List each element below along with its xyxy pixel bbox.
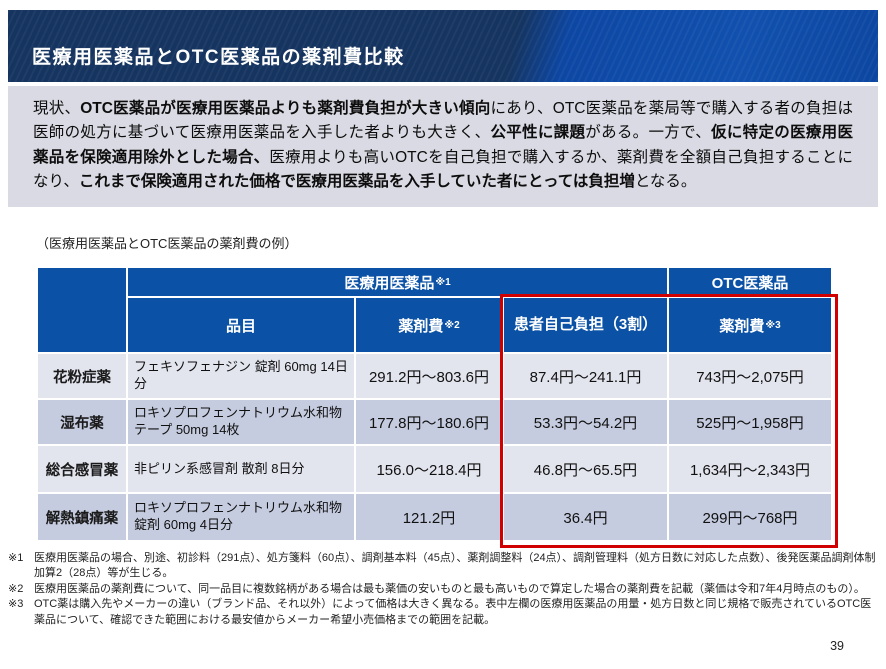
row-category: 総合感冒薬 xyxy=(38,446,126,492)
row-otc-cost: 743円～2,075円 xyxy=(669,354,831,398)
row-cost: 156.0～218.4円 xyxy=(356,446,502,492)
footnote-text: 医療用医薬品の場合、別途、初診料（291点）、処方箋料（60点）、調剤基本料（4… xyxy=(34,552,876,580)
header-col-otc-cost-note: ※3 xyxy=(765,319,781,331)
header-col-otc-cost: 薬剤費 ※3 xyxy=(669,298,831,352)
row-copay: 87.4円～241.1円 xyxy=(504,354,667,398)
row-cost: 291.2円～803.6円 xyxy=(356,354,502,398)
header-col-cost: 薬剤費 ※2 xyxy=(356,298,502,352)
row-copay: 46.8円～65.5円 xyxy=(504,446,667,492)
header-col-otc-cost-label: 薬剤費 xyxy=(719,317,765,335)
footnote-2: ※2 医療用医薬品の薬剤費について、同一品目に複数銘柄がある場合は最も薬価の安い… xyxy=(8,582,880,597)
row-otc-cost: 525円～1,958円 xyxy=(669,400,831,444)
row-cost: 121.2円 xyxy=(356,494,502,540)
row-copay: 53.3円～54.2円 xyxy=(504,400,667,444)
row-otc-cost: 299円～768円 xyxy=(669,494,831,540)
footnote-marker: ※3 xyxy=(8,598,24,611)
header-col-copay-label: 患者自己負担（3割） xyxy=(513,315,658,333)
header-col-item: 品目 xyxy=(128,298,354,352)
footnotes: ※1 医療用医薬品の場合、別途、初診料（291点）、処方箋料（60点）、調剤基本… xyxy=(8,551,880,628)
intro-paragraph: 現状、OTC医薬品が医療用医薬品よりも薬剤費負担が大きい傾向にあり、OTC医薬品… xyxy=(8,86,878,207)
header-col-copay: 患者自己負担（3割） xyxy=(504,298,667,352)
footnote-marker: ※2 xyxy=(8,582,24,595)
row-item: フェキソフェナジン 錠剤 60mg 14日分 xyxy=(128,354,354,398)
header-group-medical-note: ※1 xyxy=(435,276,451,288)
footnote-text: 医療用医薬品の薬剤費について、同一品目に複数銘柄がある場合は最も薬価の安いものと… xyxy=(34,582,865,595)
row-item: ロキソプロフェンナトリウム水和物テープ 50mg 14枚 xyxy=(128,400,354,444)
row-category: 湿布薬 xyxy=(38,400,126,444)
row-cost: 177.8円～180.6円 xyxy=(356,400,502,444)
table-corner-cell xyxy=(38,268,126,352)
row-copay: 36.4円 xyxy=(504,494,667,540)
row-item: ロキソプロフェンナトリウム水和物 錠剤 60mg 4日分 xyxy=(128,494,354,540)
footnote-3: ※3 OTC薬は購入先やメーカーの違い（ブランド品、それ以外）によって価格は大き… xyxy=(8,597,880,628)
row-category: 解熱鎮痛薬 xyxy=(38,494,126,540)
header-col-cost-note: ※2 xyxy=(444,319,460,331)
footnote-1: ※1 医療用医薬品の場合、別途、初診料（291点）、処方箋料（60点）、調剤基本… xyxy=(8,551,880,582)
page-number: 39 xyxy=(830,639,844,653)
footnote-marker: ※1 xyxy=(8,552,24,564)
header-group-otc: OTC医薬品 xyxy=(669,268,831,296)
header-group-medical: 医療用医薬品 ※1 xyxy=(128,268,667,296)
title-band: 医療用医薬品とOTC医薬品の薬剤費比較 xyxy=(8,10,878,82)
header-group-medical-label: 医療用医薬品 xyxy=(344,274,435,292)
header-group-otc-label: OTC医薬品 xyxy=(711,274,789,292)
row-category: 花粉症薬 xyxy=(38,354,126,398)
header-col-cost-label: 薬剤費 xyxy=(398,317,444,335)
row-otc-cost: 1,634円～2,343円 xyxy=(669,446,831,492)
page-title: 医療用医薬品とOTC医薬品の薬剤費比較 xyxy=(32,47,405,68)
table-caption: （医療用医薬品とOTC医薬品の薬剤費の例） xyxy=(36,236,298,251)
drug-cost-table: 医療用医薬品 ※1 OTC医薬品 品目 薬剤費 ※2 患者自己負担（3割） 薬剤費 ※… xyxy=(38,268,831,540)
footnote-text: OTC薬は購入先やメーカーの違い（ブランド品、それ以外）によって価格は大きく異な… xyxy=(34,598,872,626)
row-item: 非ピリン系感冒剤 散剤 8日分 xyxy=(128,446,354,492)
header-col-item-label: 品目 xyxy=(225,317,256,335)
